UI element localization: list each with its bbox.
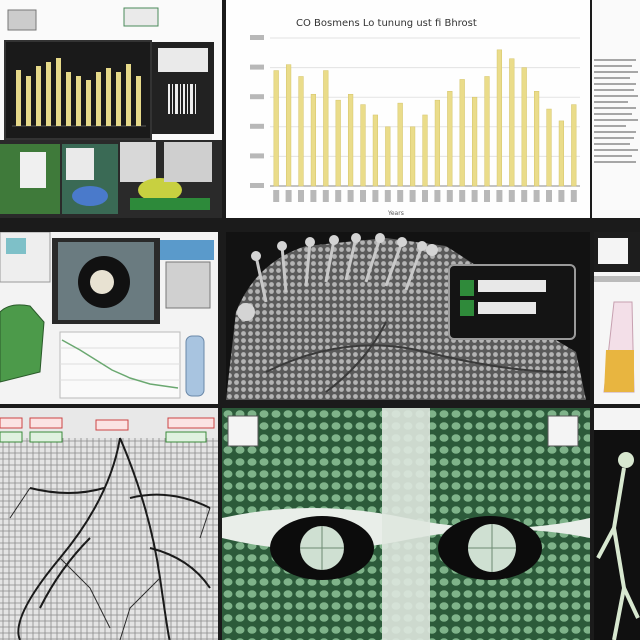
x-tick-label [434, 190, 441, 202]
y-tick-label [250, 35, 264, 40]
bar [422, 114, 428, 187]
tile-vein-network [0, 408, 218, 640]
x-tick-label [521, 190, 528, 202]
bar [323, 70, 329, 187]
bar [471, 96, 478, 187]
x-tick-label [422, 190, 428, 202]
x-tick-label [484, 190, 490, 202]
tissue-texture [222, 408, 590, 640]
bar [372, 114, 379, 187]
bar [521, 67, 527, 187]
barcode-panel [152, 42, 214, 134]
x-tick-label [347, 190, 354, 202]
y-tick-label [250, 94, 264, 100]
x-tick-label [322, 190, 329, 202]
x-tick-label [384, 190, 391, 202]
x-tick-label [273, 190, 280, 202]
document-text-lines [594, 59, 638, 163]
photo-grid [0, 140, 222, 218]
bar [310, 93, 317, 187]
x-tick-label [285, 190, 292, 202]
bar [409, 126, 416, 187]
tile-vial [594, 232, 640, 404]
bar [447, 91, 453, 187]
status-indicator-panel [448, 264, 576, 340]
tile-green-tissue [222, 408, 590, 640]
x-tick-label [570, 190, 577, 202]
y-tick-label [250, 64, 264, 70]
bar [285, 64, 292, 187]
y-tick-label [250, 153, 264, 159]
x-tick-label [471, 190, 478, 202]
x-tick-label [459, 190, 466, 202]
chart-title: CO Bosmens Lo tunung ust fi Bhrost [296, 18, 477, 29]
bar [533, 91, 540, 187]
x-tick-label [372, 190, 379, 202]
bar [397, 102, 403, 187]
tile-lab-dashboard [0, 232, 218, 404]
bar [459, 79, 465, 187]
tile-document [592, 0, 640, 218]
x-tick-label [409, 190, 416, 202]
vein-diagram [0, 417, 218, 640]
tile-bar-chart: CO Bosmens Lo tunung ust fi Bhrost Years [226, 0, 590, 218]
tile-skeleton [594, 408, 640, 640]
tile-microscope-image [226, 232, 590, 400]
x-tick-label [335, 190, 342, 202]
bar [385, 126, 391, 187]
bar [546, 108, 552, 187]
gauge-icon [88, 268, 116, 296]
bar [484, 76, 490, 187]
bar [558, 120, 565, 187]
x-tick-label [496, 190, 503, 202]
bar [434, 99, 441, 187]
x-tick-label [446, 190, 453, 202]
status-indicator-icon [460, 280, 474, 296]
y-tick-label [250, 183, 264, 188]
bar-chart [250, 35, 580, 202]
tile-dashboard [0, 0, 222, 218]
x-tick-label [546, 190, 552, 202]
mini-bar-chart [12, 58, 146, 127]
microscope-texture [226, 233, 586, 400]
bar [347, 93, 354, 187]
x-tick-label [360, 190, 366, 202]
mini-chart-panel [4, 40, 152, 140]
x-tick-label [533, 190, 540, 202]
x-axis-label: Years [388, 210, 404, 217]
x-tick-label [310, 190, 317, 202]
bar [571, 104, 577, 187]
bar [360, 104, 366, 187]
header-strip [0, 6, 222, 34]
bar [335, 99, 341, 187]
bar [273, 70, 279, 187]
bar [509, 58, 515, 187]
bar [496, 49, 503, 187]
x-tick-label [558, 190, 565, 202]
x-tick-label [397, 190, 404, 202]
bar [298, 76, 304, 187]
vial-icon [603, 301, 635, 393]
x-tick-label [298, 190, 304, 202]
y-tick-label [250, 123, 264, 129]
x-tick-label [508, 190, 515, 202]
